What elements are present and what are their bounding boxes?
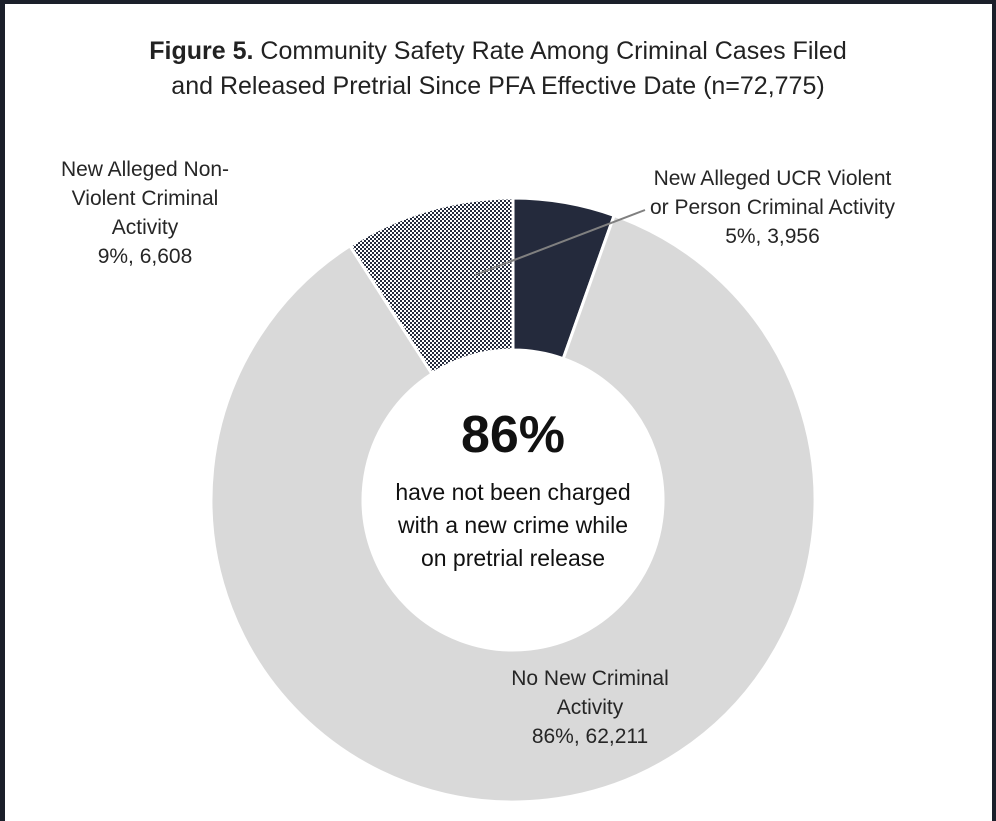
center-percentage: 86% <box>460 406 566 464</box>
center-caption-line-3: on pretrial release <box>420 545 606 571</box>
chart-title: Figure 5. Community Safety Rate Among Cr… <box>0 34 996 104</box>
title-line-1: Community Safety Rate Among Criminal Cas… <box>260 37 847 65</box>
slice-value-violent: 5%, 3,956 <box>725 225 820 248</box>
slice-label-nonviolent-line-3: Activity <box>111 216 179 239</box>
slice-value-no-new: 86%, 62,211 <box>531 725 649 748</box>
slice-no-new <box>209 213 817 804</box>
center-caption-line-2: with a new crime while <box>397 512 629 538</box>
slice-label-no-new-line-1: No New Criminal <box>511 667 669 690</box>
slice-label-nonviolent-line-1: New Alleged Non- <box>60 158 230 181</box>
slice-label-no-new: No New Criminal Activity 86%, 62,211 <box>470 664 710 751</box>
donut-center: 86% have not been charged with a new cri… <box>363 400 663 575</box>
center-caption-line-1: have not been charged <box>395 479 631 505</box>
violent-leader-line <box>474 209 646 276</box>
slice-label-no-new-line-2: Activity <box>556 696 624 719</box>
slice-label-violent: New Alleged UCR Violent or Person Crimin… <box>600 164 945 251</box>
slice-label-violent-line-1: New Alleged UCR Violent <box>653 167 892 190</box>
center-caption: have not been charged with a new crime w… <box>363 476 663 575</box>
title-line-2: and Released Pretrial Since PFA Effectiv… <box>171 72 825 100</box>
slice-label-nonviolent: New Alleged Non- Violent Criminal Activi… <box>20 155 270 271</box>
slice-value-nonviolent: 9%, 6,608 <box>97 245 193 268</box>
slice-nonviolent <box>347 196 515 376</box>
slice-label-violent-line-2: or Person Criminal Activity <box>649 196 896 219</box>
figure-number: Figure 5. <box>149 37 254 65</box>
slice-label-nonviolent-line-2: Violent Criminal <box>71 187 219 210</box>
